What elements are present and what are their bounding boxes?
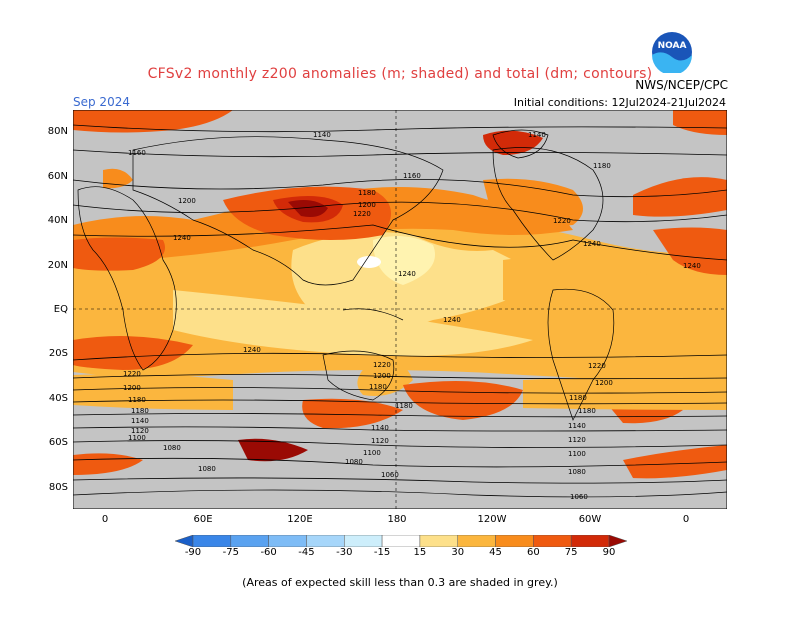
- colorbar-segment: [495, 535, 534, 547]
- lon-label: 60W: [578, 514, 602, 525]
- contour-label: 1240: [583, 240, 601, 248]
- contour-label: 1120: [131, 427, 149, 435]
- colorbar-segment: [533, 535, 572, 547]
- colorbar-label: 90: [602, 547, 616, 558]
- contour-label: 1080: [163, 444, 181, 452]
- contour-label: 1180: [131, 407, 149, 415]
- lat-label: 60N: [47, 171, 68, 182]
- colorbar-label: -90: [184, 547, 202, 558]
- contour-label: 1240: [398, 270, 416, 278]
- colorbar-label: 45: [489, 547, 502, 558]
- lat-label: 20S: [48, 348, 68, 359]
- contour-label: 1100: [568, 450, 586, 458]
- colorbar-segment: [306, 535, 345, 547]
- contour-label: 1200: [595, 379, 613, 387]
- contour-label: 1140: [131, 417, 149, 425]
- contour-label: 1060: [381, 471, 399, 479]
- contour-label: 1080: [345, 458, 363, 466]
- colorbar-segment: [570, 535, 610, 547]
- contour-label: 1240: [173, 234, 191, 242]
- contour-label: 1160: [128, 149, 146, 157]
- contour-label: 1080: [198, 465, 216, 473]
- contour-label: 1180: [569, 394, 587, 402]
- contour-label: 1200: [123, 384, 141, 392]
- skill-note: (Areas of expected skill less than 0.3 a…: [242, 576, 558, 589]
- contour-label: 1060: [570, 493, 588, 501]
- contour-label: 1120: [371, 437, 389, 445]
- contour-label: 1140: [568, 422, 586, 430]
- contour-label: 1100: [128, 434, 146, 442]
- contour-label: 1140: [371, 424, 389, 432]
- contour-label: 1180: [358, 189, 376, 197]
- lat-label: 40N: [47, 215, 68, 226]
- contour-label-group: 1140 1140 1160 1180 1160 1180 1200 1200 …: [123, 131, 701, 501]
- colorbar-segment: [175, 535, 194, 547]
- forecast-period: Sep 2024: [73, 95, 130, 109]
- contour-label: 1120: [568, 436, 586, 444]
- contour-label: 1180: [395, 402, 413, 410]
- lat-label: 20N: [47, 260, 68, 271]
- contour-label: 1220: [588, 362, 606, 370]
- contour-label: 1220: [353, 210, 371, 218]
- reference-lines: [73, 110, 727, 509]
- map-title: CFSv2 monthly z200 anomalies (m; shaded)…: [147, 66, 653, 82]
- contour-label: 1160: [403, 172, 421, 180]
- contour-label: 1200: [358, 201, 376, 209]
- contour-label: 1140: [313, 131, 331, 139]
- colorbar-segment: [381, 535, 421, 547]
- lat-label: 60S: [48, 437, 68, 448]
- logo-text: NOAA: [658, 41, 687, 51]
- contour-label: 1140: [528, 131, 546, 139]
- colorbar-segment: [344, 535, 383, 547]
- contour-label: 1220: [123, 370, 141, 378]
- contour-label: 1180: [593, 162, 611, 170]
- lon-label: 120E: [287, 514, 313, 525]
- colorbar: [175, 535, 627, 547]
- lon-label: 180: [387, 514, 407, 525]
- noaa-logo-icon: NOAA: [652, 32, 692, 73]
- initial-conditions: Initial conditions: 12Jul2024-21Jul2024: [513, 96, 726, 109]
- lon-label: 0: [101, 514, 109, 525]
- height-contours: [73, 124, 727, 484]
- contour-label: 1200: [373, 372, 391, 380]
- colorbar-segment: [608, 535, 627, 547]
- lon-label: 60E: [193, 514, 213, 525]
- contour-label: 1080: [568, 468, 586, 476]
- contour-label: 1240: [683, 262, 701, 270]
- lat-label: 40S: [48, 393, 68, 404]
- colorbar-segment: [192, 535, 232, 547]
- colorbar-label: -30: [336, 547, 353, 558]
- colorbar-label: 60: [526, 547, 540, 558]
- contour-label: 1100: [363, 449, 381, 457]
- lat-label: 80S: [48, 482, 68, 493]
- colorbar-segment: [230, 535, 269, 547]
- contour-label: 1180: [369, 383, 387, 391]
- continent-outlines: [73, 129, 727, 498]
- colorbar-label: -75: [222, 547, 239, 558]
- lat-label: EQ: [53, 304, 68, 315]
- lat-label: 80N: [47, 126, 68, 137]
- contour-label: 1220: [553, 217, 571, 225]
- contour-label: 1200: [178, 197, 196, 205]
- colorbar-label: 75: [564, 547, 578, 558]
- anomaly-map: 1140 1140 1160 1180 1160 1180 1200 1200 …: [73, 110, 727, 509]
- colorbar-label: -45: [298, 547, 315, 558]
- contour-label: 1180: [128, 396, 146, 404]
- lon-label: 0: [682, 514, 690, 525]
- lon-label: 120W: [477, 514, 507, 525]
- contour-label: 1220: [373, 361, 391, 369]
- colorbar-segment: [268, 535, 307, 547]
- colorbar-label: 30: [451, 547, 465, 558]
- colorbar-label: 15: [413, 547, 427, 558]
- contour-label: 1240: [443, 316, 461, 324]
- agency-label: NWS/NCEP/CPC: [635, 78, 728, 92]
- contour-label: 1240: [243, 346, 261, 354]
- contour-label: 1180: [578, 407, 596, 415]
- colorbar-segment: [419, 535, 458, 547]
- colorbar-label: -15: [373, 547, 391, 558]
- colorbar-label: -60: [260, 547, 277, 558]
- anomaly-shading: [73, 110, 727, 479]
- colorbar-segment: [457, 535, 496, 547]
